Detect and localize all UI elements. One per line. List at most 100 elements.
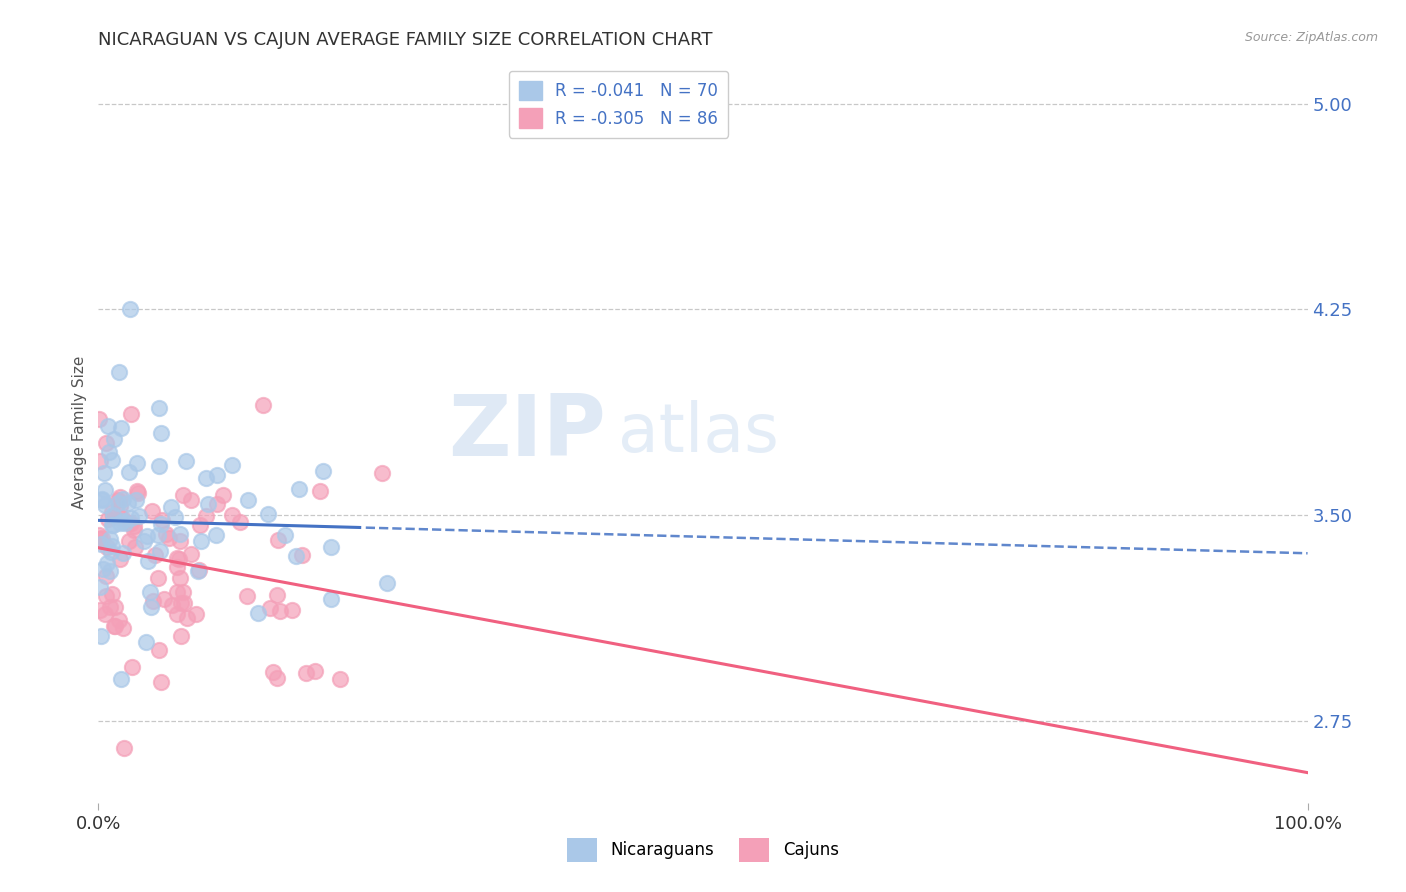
- Cajuns: [150, 513, 173, 527]
- Nicaraguans: [98, 533, 121, 547]
- Nicaraguans: [101, 518, 124, 533]
- Nicaraguans: [139, 600, 162, 615]
- Nicaraguans: [221, 458, 243, 472]
- Nicaraguans: [311, 464, 333, 478]
- Nicaraguans: [148, 544, 170, 558]
- Cajuns: [269, 604, 291, 618]
- Nicaraguans: [146, 528, 169, 542]
- Cajuns: [124, 540, 146, 554]
- Cajuns: [108, 551, 131, 566]
- Nicaraguans: [204, 528, 226, 542]
- Nicaraguans: [139, 585, 162, 599]
- Cajuns: [111, 510, 134, 524]
- Cajuns: [252, 398, 274, 412]
- Nicaraguans: [197, 496, 219, 510]
- Nicaraguans: [101, 453, 124, 467]
- Text: ZIP: ZIP: [449, 391, 606, 475]
- Cajuns: [166, 584, 188, 599]
- Nicaraguans: [169, 526, 191, 541]
- Cajuns: [188, 518, 211, 533]
- Cajuns: [259, 601, 281, 615]
- Nicaraguans: [125, 492, 148, 507]
- Cajuns: [195, 508, 218, 523]
- Cajuns: [169, 571, 191, 585]
- Cajuns: [110, 490, 132, 504]
- Nicaraguans: [114, 516, 136, 530]
- Cajuns: [173, 596, 195, 610]
- Cajuns: [107, 614, 129, 628]
- Nicaraguans: [149, 425, 172, 440]
- Cajuns: [188, 563, 211, 577]
- Cajuns: [120, 516, 142, 530]
- Nicaraguans: [100, 518, 122, 533]
- Nicaraguans: [90, 629, 112, 643]
- Cajuns: [111, 621, 134, 635]
- Cajuns: [304, 665, 326, 679]
- Nicaraguans: [111, 546, 134, 560]
- Cajuns: [97, 511, 120, 525]
- Cajuns: [125, 484, 148, 499]
- Nicaraguans: [110, 421, 132, 435]
- Cajuns: [207, 497, 229, 511]
- Nicaraguans: [111, 492, 134, 507]
- Cajuns: [108, 499, 131, 513]
- Cajuns: [166, 550, 188, 565]
- Nicaraguans: [93, 466, 115, 480]
- Nicaraguans: [117, 496, 139, 510]
- Cajuns: [266, 588, 288, 602]
- Nicaraguans: [238, 493, 260, 508]
- Cajuns: [329, 672, 352, 686]
- Nicaraguans: [136, 554, 159, 568]
- Cajuns: [87, 411, 110, 425]
- Cajuns: [167, 552, 190, 566]
- Cajuns: [180, 492, 202, 507]
- Cajuns: [124, 519, 146, 533]
- Cajuns: [291, 548, 314, 562]
- Nicaraguans: [128, 509, 150, 524]
- Nicaraguans: [375, 576, 398, 591]
- Cajuns: [104, 599, 127, 614]
- Nicaraguans: [135, 634, 157, 648]
- Nicaraguans: [159, 500, 181, 514]
- Nicaraguans: [319, 541, 342, 555]
- Cajuns: [103, 509, 125, 524]
- Cajuns: [170, 596, 193, 610]
- Nicaraguans: [91, 493, 114, 508]
- Text: Source: ZipAtlas.com: Source: ZipAtlas.com: [1244, 31, 1378, 45]
- Cajuns: [172, 585, 194, 599]
- Nicaraguans: [321, 591, 343, 606]
- Cajuns: [127, 485, 149, 500]
- Nicaraguans: [195, 471, 218, 485]
- Cajuns: [148, 643, 170, 657]
- Nicaraguans: [148, 401, 170, 416]
- Cajuns: [262, 665, 284, 679]
- Cajuns: [157, 531, 180, 545]
- Cajuns: [160, 599, 183, 613]
- Nicaraguans: [257, 508, 280, 522]
- Nicaraguans: [101, 539, 124, 553]
- Cajuns: [172, 488, 194, 502]
- Cajuns: [186, 607, 208, 621]
- Cajuns: [118, 533, 141, 548]
- Nicaraguans: [132, 534, 155, 549]
- Nicaraguans: [98, 564, 121, 578]
- Nicaraguans: [110, 672, 132, 686]
- Legend: Nicaraguans, Cajuns: Nicaraguans, Cajuns: [561, 831, 845, 869]
- Cajuns: [101, 586, 124, 600]
- Cajuns: [236, 589, 259, 603]
- Nicaraguans: [97, 444, 120, 458]
- Cajuns: [149, 674, 172, 689]
- Cajuns: [96, 540, 118, 554]
- Cajuns: [155, 526, 177, 541]
- Cajuns: [294, 665, 316, 680]
- Cajuns: [266, 671, 288, 685]
- Nicaraguans: [148, 458, 170, 473]
- Cajuns: [166, 607, 188, 621]
- Cajuns: [120, 407, 142, 421]
- Nicaraguans: [90, 491, 112, 506]
- Cajuns: [107, 493, 129, 508]
- Nicaraguans: [150, 517, 173, 532]
- Text: NICARAGUAN VS CAJUN AVERAGE FAMILY SIZE CORRELATION CHART: NICARAGUAN VS CAJUN AVERAGE FAMILY SIZE …: [98, 31, 713, 49]
- Cajuns: [176, 610, 198, 624]
- Cajuns: [89, 454, 111, 468]
